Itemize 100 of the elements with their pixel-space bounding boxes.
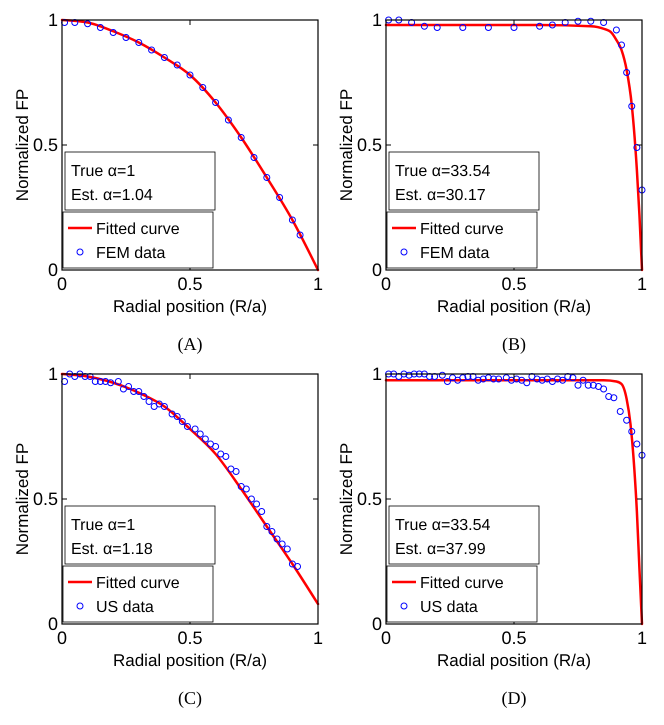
y-tick-label: 0.5 (356, 489, 382, 509)
point (174, 413, 181, 420)
point (268, 528, 276, 535)
y-tick-label: 0 (48, 614, 58, 634)
text-box: True α=33.54 Est. α=37.99 (388, 506, 540, 564)
point (623, 416, 630, 424)
point (587, 18, 594, 25)
point (495, 376, 502, 382)
point (212, 443, 220, 450)
point (474, 376, 482, 384)
point (217, 450, 224, 458)
point (548, 378, 556, 385)
point (186, 72, 194, 78)
point (623, 69, 630, 76)
x-tick-label: 0.5 (177, 274, 203, 294)
point (196, 430, 204, 438)
point (288, 216, 296, 224)
text-box: True α=1 Est. α=1.18 (64, 506, 216, 564)
point (406, 372, 413, 379)
point (135, 39, 142, 46)
point (294, 563, 302, 570)
point (71, 373, 78, 380)
point (484, 374, 492, 382)
point (628, 102, 636, 110)
point (534, 376, 541, 382)
point (146, 398, 153, 405)
point (199, 84, 206, 91)
point (168, 410, 176, 418)
point (490, 376, 498, 382)
point (232, 468, 240, 475)
point (538, 376, 546, 384)
annotation: Est. α=1.18 (71, 541, 153, 558)
point (594, 383, 602, 390)
point (222, 453, 230, 460)
point (574, 382, 582, 389)
point (278, 540, 286, 548)
annotation: True α=33.54 (395, 517, 490, 534)
point (212, 99, 220, 106)
point (202, 436, 209, 442)
point (82, 373, 89, 380)
point (395, 373, 402, 380)
point (508, 376, 515, 384)
y-axis-title: Normalized FP (13, 442, 32, 556)
point (71, 19, 78, 26)
point (633, 144, 640, 151)
x-tick-label: 0.5 (177, 628, 203, 648)
point (84, 20, 92, 28)
point (569, 374, 576, 382)
point (178, 418, 186, 425)
y-axis-title: Normalized FP (337, 88, 356, 202)
point (502, 374, 510, 382)
point (638, 452, 646, 459)
point (61, 19, 68, 26)
x-axis-title: Radial position (R/a) (112, 651, 268, 670)
point (449, 374, 456, 382)
point (544, 376, 551, 382)
point (274, 536, 281, 542)
x-axis-title: Radial position (R/a) (112, 297, 268, 316)
point (564, 373, 572, 380)
point (536, 22, 544, 30)
point (638, 186, 646, 194)
point (227, 466, 234, 472)
x-axis-title: Radial position (R/a) (436, 297, 592, 316)
point (288, 560, 296, 568)
x-tick-label: 1 (312, 274, 324, 294)
point (150, 403, 158, 410)
point (125, 383, 132, 390)
legend-label: Fitted curve (96, 575, 180, 592)
point (206, 440, 214, 448)
point (66, 370, 74, 378)
point (96, 378, 104, 385)
point (238, 134, 245, 141)
point (122, 34, 130, 41)
text: (C) (178, 688, 202, 708)
point (408, 19, 416, 26)
point (76, 370, 84, 378)
point (559, 376, 566, 384)
point (523, 379, 530, 386)
y-tick-label: 0.5 (356, 135, 382, 155)
point (160, 54, 168, 61)
y-tick-label: 1 (48, 364, 58, 384)
point (600, 19, 608, 26)
x-tick-label: 1 (636, 628, 648, 648)
legend-label: Fitted curve (96, 221, 180, 238)
x-tick-label: 0.5 (501, 274, 527, 294)
point (385, 370, 392, 378)
point (562, 19, 569, 26)
point (510, 24, 518, 31)
point (434, 24, 441, 31)
point (248, 496, 255, 502)
legend-label: US data (96, 599, 154, 616)
point (276, 194, 284, 201)
point (438, 372, 446, 379)
point (148, 46, 156, 54)
point (390, 370, 398, 378)
y-tick-label: 0 (372, 614, 382, 634)
legend-label: Fitted curve (420, 575, 504, 592)
y-tick-label: 1 (48, 10, 58, 30)
point (513, 376, 520, 382)
point (580, 376, 587, 384)
